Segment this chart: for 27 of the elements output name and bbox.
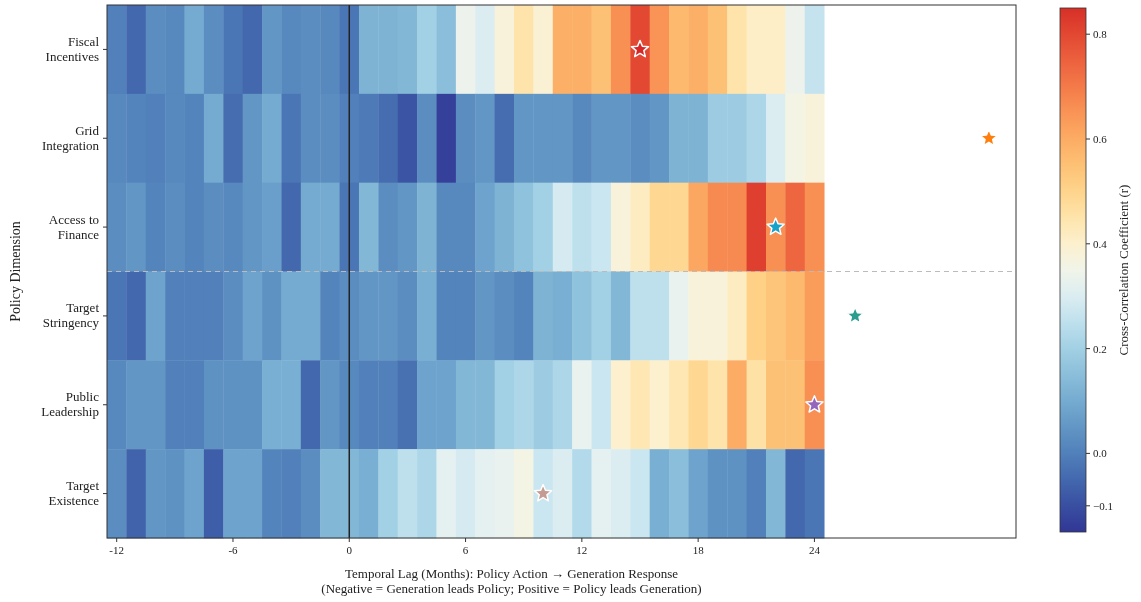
x-tick-label: 12 xyxy=(576,544,588,556)
y-tick-label: Fiscal Incentives xyxy=(45,33,100,64)
x-tick-label: -6 xyxy=(228,544,239,556)
color-bar-label: −0.1 xyxy=(1093,499,1113,512)
point xyxy=(766,217,785,236)
x-tick-label: 6 xyxy=(462,544,469,556)
point xyxy=(845,306,865,324)
y-axis-title: Policy Dimension xyxy=(8,221,23,322)
y-tick-label: Grid Integration xyxy=(41,122,100,153)
color-bar-label: 0.0 xyxy=(1093,447,1108,460)
color-bar-title: Cross-Correlation Coefficient (r) xyxy=(1116,184,1131,356)
color-bar-label: 0.4 xyxy=(1093,237,1108,250)
x-tick-label: 0 xyxy=(346,544,353,556)
y-tick-label: Public Leadership xyxy=(41,389,100,420)
point xyxy=(805,395,824,413)
x-axis-title: Temporal Lag (Months): Policy Action → Generation Response (Negative = Generation leads Policy; Positive = Policy leads Generation) xyxy=(321,566,702,596)
x-tick-label: -12 xyxy=(109,544,125,556)
y-tick-label: Access to Finance xyxy=(48,211,100,242)
color-bar-label: 0.6 xyxy=(1093,133,1108,145)
y-tick-label: Target Existence xyxy=(48,478,100,509)
x-tick-label: 18 xyxy=(692,544,705,556)
point xyxy=(630,39,650,58)
x-tick-label: 24 xyxy=(808,544,821,556)
y-tick-label: Target Stringency xyxy=(42,300,100,331)
point xyxy=(533,483,553,502)
color-bar-label: 0.8 xyxy=(1093,28,1108,41)
color-bar-label: 0.2 xyxy=(1093,342,1107,355)
